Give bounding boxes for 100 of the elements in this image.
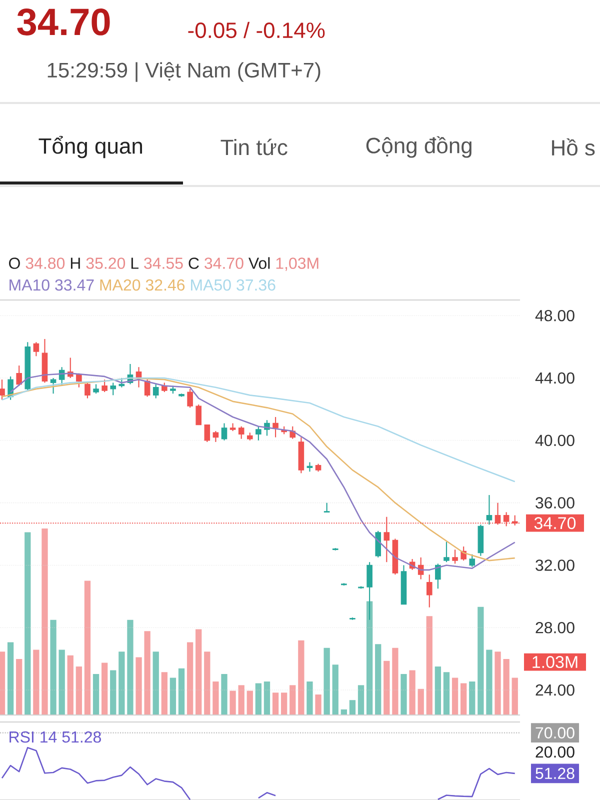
text: 37.36 bbox=[236, 279, 276, 291]
candlestick bbox=[162, 382, 168, 393]
text: 33.47 bbox=[55, 279, 94, 291]
bar bbox=[212, 681, 219, 716]
candlestick bbox=[221, 422, 228, 441]
text: L bbox=[131, 258, 138, 269]
text: O bbox=[9, 258, 20, 269]
candlestick bbox=[102, 379, 108, 393]
y-tick-label: 28.00 bbox=[536, 622, 574, 634]
bar bbox=[92, 674, 100, 716]
bar bbox=[0, 652, 6, 716]
text: Hồ s bbox=[552, 138, 595, 156]
bar bbox=[246, 690, 253, 716]
bar bbox=[7, 642, 14, 716]
text: 1.03M bbox=[532, 656, 578, 668]
bar bbox=[486, 650, 492, 716]
text: 34.55 bbox=[144, 258, 183, 269]
candlestick bbox=[452, 549, 458, 564]
bar bbox=[290, 685, 296, 716]
text: MA50 bbox=[191, 279, 231, 291]
bar bbox=[306, 681, 313, 716]
candlestick bbox=[196, 404, 202, 426]
bar bbox=[136, 657, 142, 716]
bar bbox=[443, 672, 450, 716]
bar bbox=[33, 650, 40, 716]
chart-title: 34.70 bbox=[17, 8, 110, 36]
bar bbox=[494, 652, 501, 716]
y-tick-label: 44.00 bbox=[535, 372, 574, 384]
y-tick-label: 40.00 bbox=[535, 434, 574, 446]
chart-subtitle: -0.05 / -0.14% bbox=[188, 22, 325, 38]
candlestick bbox=[238, 426, 244, 440]
candlestick bbox=[187, 388, 193, 408]
candlestick bbox=[50, 377, 56, 394]
series-label: RSI 14 bbox=[10, 731, 57, 743]
bar bbox=[324, 648, 330, 716]
bar bbox=[469, 681, 476, 716]
bar bbox=[161, 672, 168, 716]
bar bbox=[50, 620, 56, 716]
text: C bbox=[188, 258, 199, 269]
bar bbox=[264, 681, 270, 716]
candlestick bbox=[84, 382, 90, 399]
bar bbox=[144, 631, 150, 716]
text: 15:29:59 | Việt Nam (GMT+7) bbox=[48, 62, 320, 82]
ref-line-label: 34.70 bbox=[534, 517, 576, 530]
candlestick bbox=[272, 416, 278, 438]
text: 20.00 bbox=[536, 746, 574, 758]
bar bbox=[24, 532, 31, 716]
candlestick bbox=[212, 430, 219, 443]
bar bbox=[118, 652, 125, 716]
bar bbox=[152, 652, 159, 716]
candlestick bbox=[435, 563, 441, 590]
bar bbox=[512, 678, 518, 716]
bar bbox=[255, 683, 262, 716]
y-tick-label: 51.28 bbox=[536, 768, 574, 780]
bar bbox=[503, 659, 510, 716]
bar bbox=[366, 601, 373, 716]
y-tick-label: 32.00 bbox=[536, 560, 574, 571]
candlestick bbox=[204, 424, 210, 443]
bar bbox=[230, 690, 236, 716]
bar bbox=[478, 606, 484, 716]
bar bbox=[460, 683, 467, 716]
candlestick bbox=[33, 342, 40, 357]
bar bbox=[358, 685, 364, 716]
candlestick bbox=[444, 541, 450, 563]
bar bbox=[178, 668, 185, 716]
bar bbox=[418, 688, 424, 716]
bar bbox=[16, 659, 22, 716]
text: Tổng quan bbox=[38, 136, 142, 158]
bar bbox=[281, 692, 288, 716]
candlestick bbox=[256, 426, 262, 441]
bar bbox=[375, 644, 382, 716]
bar bbox=[434, 666, 442, 716]
text: Tin tức bbox=[220, 138, 288, 156]
candlestick bbox=[110, 382, 116, 396]
bar bbox=[204, 652, 210, 716]
text: 34.80 bbox=[26, 258, 65, 269]
text: Cộng đồng bbox=[366, 136, 472, 158]
bar bbox=[332, 664, 338, 716]
candlestick bbox=[152, 384, 159, 399]
text: 34.70 bbox=[204, 258, 244, 269]
candlestick bbox=[375, 530, 382, 558]
candlestick bbox=[324, 502, 330, 513]
bar bbox=[127, 620, 134, 716]
bar bbox=[272, 692, 279, 716]
y-tick-label: 36.00 bbox=[536, 497, 574, 508]
candlestick bbox=[0, 379, 5, 400]
bar bbox=[400, 674, 407, 716]
bar bbox=[426, 616, 432, 716]
text: MA10 bbox=[10, 279, 50, 291]
bar bbox=[238, 685, 244, 716]
bar bbox=[196, 629, 202, 716]
text: 32.46 bbox=[146, 279, 185, 291]
bar bbox=[110, 670, 116, 716]
candlestick bbox=[486, 494, 492, 526]
text: H bbox=[70, 258, 80, 269]
bar bbox=[315, 694, 322, 716]
bar bbox=[392, 648, 398, 716]
text: 1,03M bbox=[276, 258, 318, 271]
bar bbox=[298, 640, 304, 716]
y-tick-label: 48.00 bbox=[535, 310, 574, 322]
